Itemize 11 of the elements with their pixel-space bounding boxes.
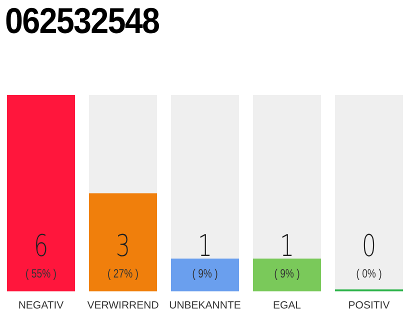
data-label: 3 ( 27% ) — [108, 229, 138, 282]
data-label: 1 ( 9% ) — [274, 229, 300, 282]
x-tick-label: POSITIV — [348, 300, 390, 312]
x-tick-label: EGAL — [272, 300, 302, 312]
data-label: 1 ( 9% ) — [192, 229, 218, 282]
x-tick-label: VERWIRREND — [87, 300, 160, 312]
data-label: 0 ( 0% ) — [356, 229, 382, 282]
x-tick-label: NEGATIV — [18, 300, 64, 312]
data-label: 6 ( 55% ) — [26, 229, 56, 282]
x-tick-label: UNBEKANNTE — [169, 300, 241, 312]
chart-title: 062532548 — [5, 0, 160, 42]
